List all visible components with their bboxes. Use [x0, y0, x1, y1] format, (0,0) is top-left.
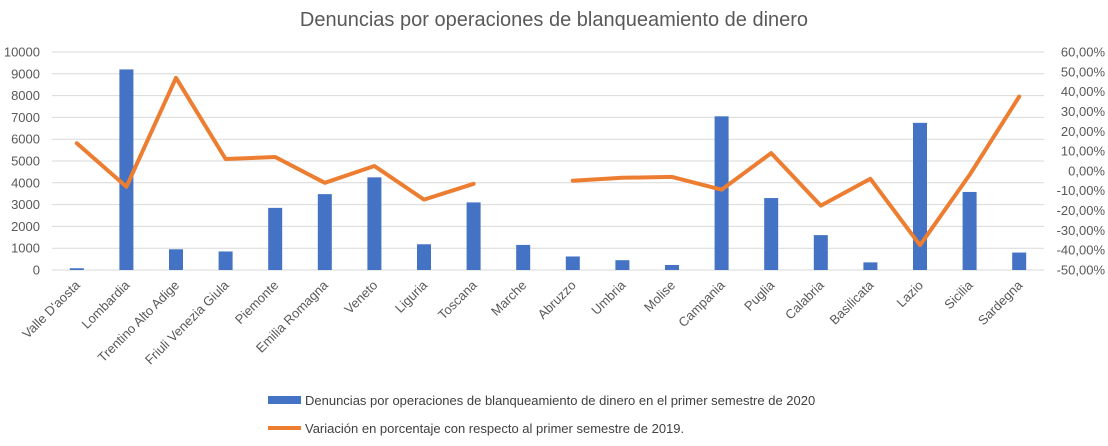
left-tick-label: 9000: [11, 66, 40, 81]
bar: [367, 177, 382, 270]
left-tick-label: 2000: [11, 219, 40, 234]
right-tick-label: 20,00%: [1061, 124, 1106, 139]
right-tick-label: -30,00%: [1057, 223, 1106, 238]
bar: [1012, 252, 1027, 270]
category-label: Umbria: [588, 277, 629, 318]
left-tick-label: 4000: [11, 175, 40, 190]
left-tick-label: 1000: [11, 241, 40, 256]
legend-swatch-bar: [268, 396, 301, 404]
category-label: Marche: [488, 278, 529, 319]
bar: [813, 235, 828, 270]
category-label: Veneto: [341, 278, 380, 317]
bar: [565, 256, 580, 270]
bar: [169, 249, 183, 270]
bar: [665, 264, 679, 270]
category-label: Basilicata: [827, 277, 877, 327]
line-segment: [570, 94, 1022, 248]
left-axis: 0 1000 2000 3000 4000 5000 6000 7000 8000 9000 100…: [4, 45, 40, 278]
bar: [119, 69, 134, 270]
bar: [615, 260, 630, 270]
left-tick-label: 3000: [11, 197, 40, 212]
bar: [466, 202, 481, 270]
right-tick-label: 0,00%: [1068, 163, 1105, 178]
legend-label-line: Variación en porcentaje con respecto al …: [305, 421, 684, 436]
legend-label-bar: Denuncias por operaciones de blanqueamie…: [305, 393, 815, 408]
category-label: Lazio: [894, 278, 927, 311]
category-label: Liguria: [392, 277, 431, 316]
left-tick-label: 6000: [11, 132, 40, 147]
bar: [268, 207, 283, 270]
category-label: Calabria: [782, 277, 827, 322]
category-label: Friuli Venezia Giula: [142, 277, 232, 367]
right-tick-label: -50,00%: [1057, 263, 1106, 278]
bar: [317, 194, 332, 270]
right-axis: -50,00% -40,00% -30,00% -20,00% -10,00% 0,00%…: [1057, 45, 1106, 278]
category-label: Sardegna: [975, 277, 1026, 328]
category-label: Valle D'aosta: [19, 277, 83, 341]
gridlines: [52, 51, 1044, 271]
left-tick-label: 10000: [4, 45, 40, 60]
bar-series: [69, 69, 1027, 270]
right-tick-label: 60,00%: [1061, 45, 1106, 60]
legend: Denuncias por operaciones de blanqueamie…: [268, 393, 815, 436]
right-tick-label: -10,00%: [1057, 183, 1106, 198]
line-segment: [74, 75, 476, 202]
category-label: Piemonte: [232, 278, 281, 327]
bar: [764, 198, 779, 270]
right-tick-label: -20,00%: [1057, 203, 1106, 218]
bar: [417, 244, 431, 270]
category-label: Puglia: [741, 277, 778, 314]
left-tick-label: 8000: [11, 88, 40, 103]
bar: [516, 244, 531, 270]
bar: [69, 268, 84, 270]
category-label: Abruzzo: [535, 278, 579, 322]
right-tick-label: -40,00%: [1057, 243, 1106, 258]
right-tick-label: 30,00%: [1061, 104, 1106, 119]
bar: [863, 262, 878, 270]
left-tick-label: 0: [33, 263, 40, 278]
category-label: Toscana: [435, 277, 480, 322]
bar: [962, 191, 977, 270]
category-label: Molise: [641, 278, 678, 315]
bar: [218, 251, 233, 270]
category-label: Campania: [675, 277, 728, 330]
chart-title: Denuncias por operaciones de blanqueamie…: [300, 9, 808, 31]
left-tick-label: 7000: [11, 110, 40, 125]
bar: [913, 122, 927, 270]
left-tick-label: 5000: [11, 154, 40, 169]
right-tick-label: 40,00%: [1061, 84, 1106, 99]
line-series: [74, 75, 1022, 248]
bar: [714, 116, 729, 270]
right-tick-label: 10,00%: [1061, 144, 1106, 159]
category-label: Sicilia: [941, 277, 976, 312]
right-tick-label: 50,00%: [1061, 64, 1106, 79]
